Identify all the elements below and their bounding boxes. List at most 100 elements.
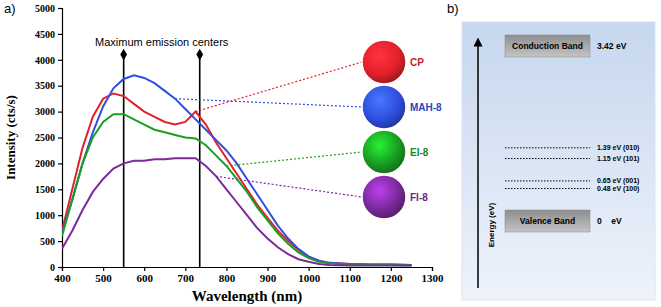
y-tick: 2000 (35, 158, 62, 169)
level-label: 1.39 eV (010) (597, 144, 639, 152)
y-axis-line (58, 9, 63, 268)
x-tick-label: 600 (136, 272, 153, 284)
x-tick-label: 900 (260, 272, 277, 284)
x-tick-label: 1200 (380, 272, 403, 284)
x-tick: 1200 (380, 267, 403, 284)
y-tick-label: 500 (40, 236, 55, 247)
y-tick-label: 2500 (35, 132, 55, 143)
y-tick-label: 0 (50, 262, 55, 273)
y-tick: 1500 (35, 184, 62, 195)
plot-area (62, 49, 411, 267)
x-tick: 1100 (340, 267, 362, 284)
y-tick-mark (58, 8, 62, 9)
legend-label: CP (410, 57, 424, 68)
x-tick-label: 500 (95, 272, 112, 284)
x-tick-label: 700 (178, 272, 195, 284)
line-chart: 400 500 600 700 800 900 1000 1100 1200 1300 0 500 10… (3, 1, 444, 305)
sem-image (362, 175, 406, 219)
x-tick: 1000 (298, 267, 321, 284)
x-tick-mark (309, 267, 310, 271)
x-axis-title: Wavelength (nm) (192, 288, 302, 305)
y-tick: 1000 (35, 210, 62, 221)
legend-label: EI-8 (410, 147, 429, 158)
x-tick-mark (144, 267, 145, 271)
y-tick: 4500 (35, 29, 62, 40)
y-tick-mark (58, 137, 62, 138)
y-tick-label: 5000 (35, 3, 55, 14)
series-line (62, 75, 411, 265)
band-name: Valence Band (520, 216, 575, 226)
annotation: Maximum emission centers (95, 36, 229, 48)
x-axis-line (63, 268, 433, 272)
y-axis-title: Intensity (cts/s) (3, 95, 18, 180)
legend: CPMAH-8EI-8FI-8 (175, 40, 442, 219)
energy-axis-title: Energy (eV) (487, 202, 496, 247)
x-tick-label: 1000 (298, 272, 321, 284)
figure: 400 500 600 700 800 900 1000 1100 1200 1300 0 500 10… (0, 0, 661, 307)
x-tick-label: 800 (219, 272, 236, 284)
y-tick-mark (58, 86, 62, 87)
y-tick: 0 (50, 262, 62, 273)
x-tick-mark (350, 267, 351, 271)
y-tick: 500 (40, 236, 62, 247)
y-tick-label: 1500 (35, 184, 55, 195)
band-name: Conduction Band (512, 41, 583, 51)
sem-image (362, 130, 406, 174)
legend-connector (226, 152, 362, 166)
x-tick: 1300 (422, 267, 445, 284)
x-tick-mark (267, 267, 268, 271)
x-tick-mark (391, 267, 392, 271)
x-tick: 600 (136, 267, 153, 284)
level-label: 0.48 eV (100) (597, 185, 639, 193)
energy-band (505, 210, 590, 232)
defect-level (505, 180, 590, 181)
y-tick-mark (58, 267, 62, 268)
energy-arrow (477, 42, 479, 288)
legend-connector (196, 62, 362, 112)
y-tick-mark (58, 60, 62, 61)
series-line (62, 114, 411, 265)
defect-level (505, 158, 590, 159)
panel-background (462, 22, 655, 300)
x-tick-mark (185, 267, 186, 271)
emission-center-marker (120, 49, 127, 61)
y-tick-mark (58, 111, 62, 112)
emission-center-marker (196, 49, 203, 61)
level-label: 1.15 eV (101) (597, 155, 639, 163)
y-tick: 5000 (35, 3, 62, 14)
y-tick-label: 2000 (35, 158, 55, 169)
x-tick: 700 (178, 267, 195, 284)
energy-diagram: b) Energy (eV) Conduction Band 3.42 eV Valen… (447, 1, 655, 300)
x-tick: 500 (95, 267, 112, 284)
y-tick-mark (58, 163, 62, 164)
x-tick-label: 1300 (422, 272, 445, 284)
defect-level (505, 188, 590, 189)
y-tick-label: 3500 (35, 80, 55, 91)
y-tick-label: 4500 (35, 29, 55, 40)
sem-image (362, 40, 406, 84)
band-energy: 3.42 eV (597, 41, 627, 51)
x-tick-mark (103, 267, 104, 271)
x-tick-mark (226, 267, 227, 271)
x-tick: 400 (54, 267, 71, 284)
y-tick-mark (58, 34, 62, 35)
y-tick: 4000 (35, 55, 62, 66)
legend-connector (175, 99, 362, 107)
x-tick-label: 1100 (340, 272, 362, 284)
defect-level (505, 147, 590, 148)
energy-band (505, 35, 590, 57)
legend-label: FI-8 (410, 192, 428, 203)
y-tick: 3500 (35, 80, 62, 91)
panel-label: a) (4, 1, 16, 16)
y-tick: 3000 (35, 106, 62, 117)
y-tick: 2500 (35, 132, 62, 143)
y-tick-label: 3000 (35, 106, 55, 117)
band-energy: 0 eV (597, 216, 622, 226)
x-tick-mark (432, 267, 433, 271)
panel-label: b) (447, 1, 459, 16)
emission-center-line (123, 55, 125, 267)
sem-image (362, 85, 406, 129)
y-tick-mark (58, 189, 62, 190)
x-axis: 400 500 600 700 800 900 1000 1100 1200 1300 (54, 267, 444, 284)
y-tick-label: 1000 (35, 210, 55, 221)
